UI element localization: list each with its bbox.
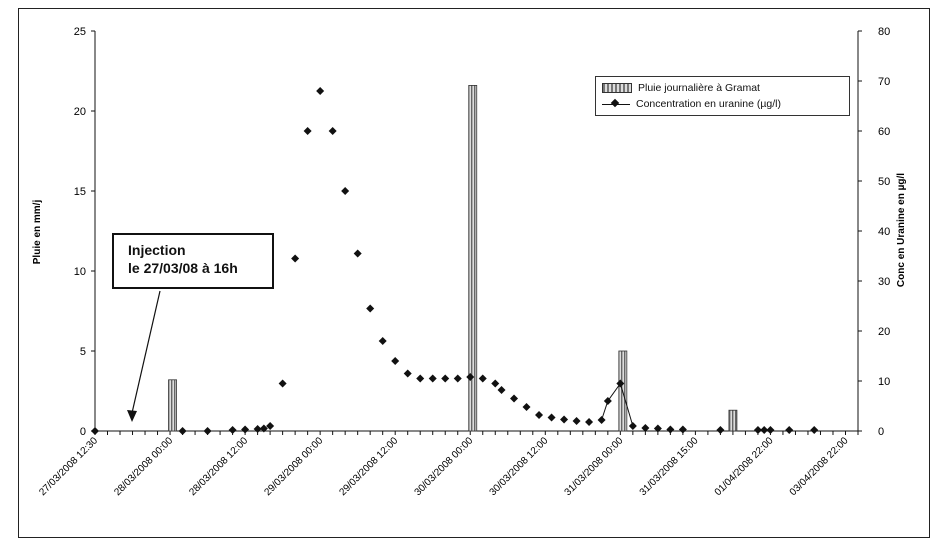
uranine-line-segment [601, 382, 634, 427]
legend-item-rain: Pluie journalière à Gramat [602, 81, 760, 95]
uranine-point [259, 424, 268, 433]
uranine-point [760, 426, 769, 434]
uranine-point [466, 373, 475, 381]
uranine-point [810, 426, 819, 434]
x-tick-label: 28/03/2008 12:00 [187, 435, 250, 498]
uranine-point [478, 374, 487, 383]
uranine-point [535, 411, 544, 419]
uranine-point [453, 374, 462, 383]
uranine-point [391, 357, 400, 365]
uranine-point [328, 127, 337, 135]
right-tick-label: 70 [878, 76, 890, 88]
rain-bar [728, 409, 738, 432]
left-tick-label: 5 [80, 346, 86, 358]
left-axis-title: Pluie en mm/j [32, 200, 43, 265]
uranine-point [91, 427, 99, 435]
uranine-point [678, 425, 687, 434]
uranine-point [291, 254, 300, 263]
right-tick-label: 10 [878, 376, 890, 388]
diamond-line-swatch-icon [602, 99, 630, 109]
legend: Pluie journalière à Gramat Concentration… [595, 76, 850, 116]
left-tick-label: 25 [74, 26, 86, 38]
uranine-point [585, 418, 594, 426]
chart-frame [18, 8, 930, 538]
left-tick-label: 15 [74, 186, 86, 198]
uranine-point [628, 422, 637, 430]
injection-annotation-box: Injection le 27/03/08 à 16h [112, 233, 274, 289]
uranine-point [547, 413, 556, 422]
right-tick-label: 60 [878, 126, 890, 138]
x-tick-label: 29/03/2008 00:00 [262, 435, 325, 498]
uranine-point [766, 426, 775, 434]
right-tick-label: 0 [878, 426, 884, 438]
right-tick-label: 50 [878, 176, 890, 188]
left-tick-label: 10 [74, 266, 86, 278]
right-tick-label: 80 [878, 26, 890, 38]
uranine-point [441, 374, 450, 383]
legend-label-uranine: Concentration en uranine (µg/l) [636, 98, 781, 110]
uranine-point [603, 397, 612, 405]
x-tick-label: 01/04/2008 22:00 [713, 435, 776, 498]
uranine-point [253, 425, 262, 433]
x-tick-label: 31/03/2008 00:00 [563, 435, 626, 498]
uranine-point [641, 424, 650, 432]
right-tick-label: 30 [878, 276, 890, 288]
uranine-point [560, 415, 569, 424]
x-tick-label: 27/03/2008 12:30 [37, 435, 100, 498]
uranine-point [203, 427, 212, 435]
rain-bar-swatch-icon [602, 83, 632, 93]
uranine-point [497, 386, 506, 394]
x-tick-label: 03/04/2008 22:00 [788, 435, 851, 498]
right-tick-label: 40 [878, 226, 890, 238]
uranine-point [303, 127, 312, 135]
uranine-point [428, 374, 437, 383]
uranine-point [416, 374, 425, 383]
x-tick-label: 30/03/2008 12:00 [488, 435, 551, 498]
legend-item-uranine: Concentration en uranine (µg/l) [602, 97, 781, 111]
left-tick-label: 20 [74, 106, 86, 118]
x-tick-label: 31/03/2008 15:00 [638, 435, 701, 498]
uranine-point [353, 249, 362, 258]
uranine-point [241, 425, 250, 434]
uranine-point [278, 379, 287, 388]
uranine-point [616, 379, 625, 388]
right-axis-title: Conc en Uranine en µg/l [896, 173, 907, 287]
uranine-point [597, 416, 606, 424]
annotation-line-2: le 27/03/08 à 16h [128, 260, 238, 276]
left-tick-label: 0 [80, 426, 86, 438]
uranine-point [178, 427, 187, 435]
uranine-point [366, 304, 375, 313]
uranine-point [341, 187, 350, 195]
annotation-line-1: Injection [128, 242, 186, 258]
x-tick-label: 28/03/2008 00:00 [112, 435, 175, 498]
x-tick-label: 30/03/2008 00:00 [413, 435, 476, 498]
uranine-point [753, 426, 762, 434]
uranine-point [228, 426, 237, 434]
uranine-point [666, 425, 675, 434]
uranine-point [491, 379, 500, 388]
uranine-point [378, 337, 387, 345]
uranine-point [572, 417, 581, 425]
injection-arrow [127, 290, 161, 422]
uranine-point [403, 369, 412, 378]
uranine-point [316, 87, 325, 95]
uranine-point [510, 394, 519, 403]
x-tick-label: 29/03/2008 12:00 [337, 435, 400, 498]
uranine-point [785, 426, 794, 434]
rain-bar [468, 85, 478, 432]
legend-label-rain: Pluie journalière à Gramat [638, 82, 760, 94]
uranine-point [266, 422, 275, 430]
uranine-point [716, 426, 725, 434]
rain-bar [168, 379, 177, 432]
uranine-point [522, 403, 531, 411]
right-tick-label: 20 [878, 326, 890, 338]
uranine-point [653, 424, 662, 433]
